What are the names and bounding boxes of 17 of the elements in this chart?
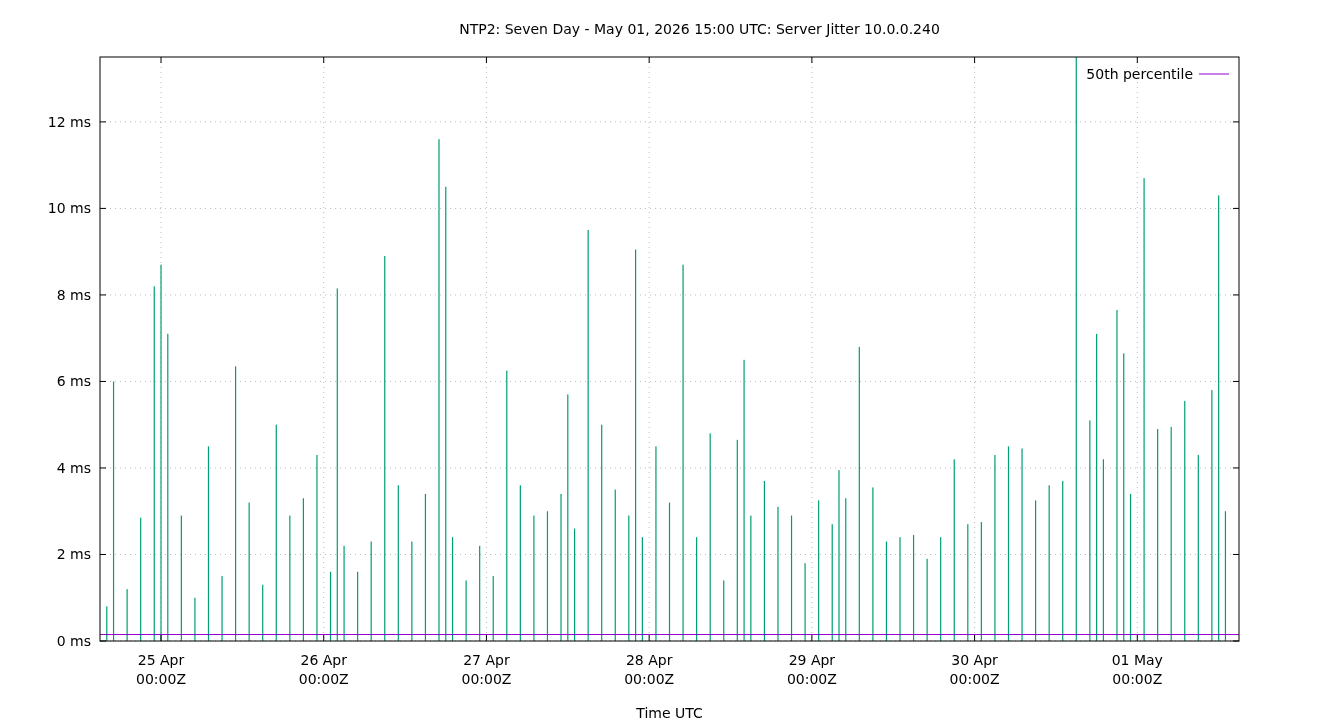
x-axis-title: Time UTC (635, 705, 703, 720)
y-tick-label: 6 ms (56, 373, 91, 390)
x-tick-label: 01 May 00:00Z (1111, 652, 1163, 687)
y-tick-label: 8 ms (56, 286, 91, 303)
y-tick-label: 12 ms (47, 113, 91, 130)
legend-label: 50th percentile (1086, 65, 1193, 82)
x-tick-label: 27 Apr 00:00Z (461, 652, 512, 687)
y-tick-label: 10 ms (47, 200, 91, 217)
x-tick-label: 26 Apr 00:00Z (298, 652, 349, 687)
y-tick-label: 4 ms (56, 459, 91, 476)
y-tick-label: 2 ms (56, 546, 91, 563)
x-tick-label: 28 Apr 00:00Z (624, 652, 675, 687)
chart-title: NTP2: Seven Day - May 01, 2026 15:00 UTC: Server Jitter 10.0.0.240 (459, 21, 940, 37)
y-tick-label: 0 ms (56, 632, 91, 649)
x-tick-label: 25 Apr 00:00Z (136, 652, 186, 687)
x-tick-label: 30 Apr 00:00Z (949, 652, 1000, 687)
x-tick-label: 29 Apr 00:00Z (786, 652, 837, 687)
